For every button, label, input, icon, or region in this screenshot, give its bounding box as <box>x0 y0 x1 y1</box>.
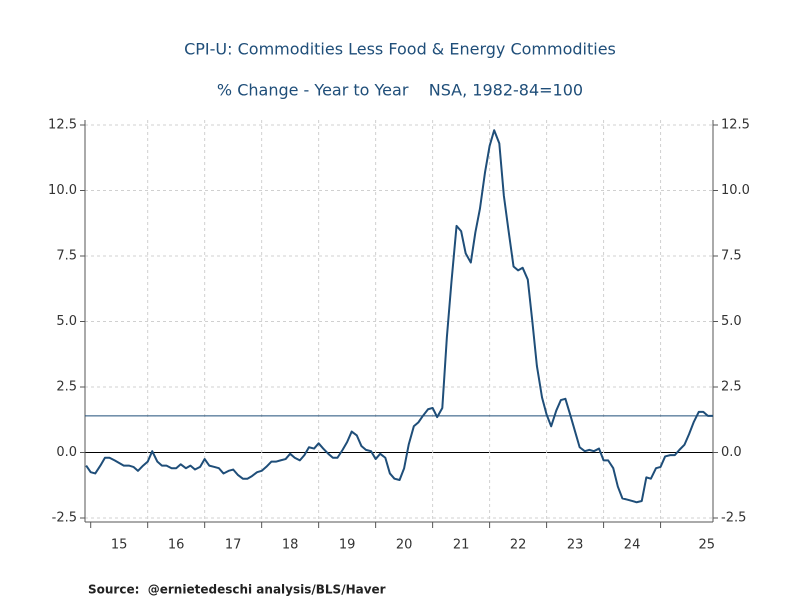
y-tick-label: 2.5 <box>56 380 77 395</box>
x-tick-label: 15 <box>111 538 128 553</box>
y2-tick-label: -2.5 <box>721 511 746 526</box>
y2-tick-label: 5.0 <box>721 314 742 329</box>
source-note: Source: @ernietedeschi analysis/BLS/Have… <box>88 583 386 597</box>
y-tick-label: 10.0 <box>48 183 77 198</box>
y2-tick-label: 7.5 <box>721 249 742 264</box>
y2-tick-label: 0.0 <box>721 445 742 460</box>
x-tick-label: 21 <box>453 538 470 553</box>
x-tick-label: 16 <box>168 538 185 553</box>
chart-title: CPI-U: Commodities Less Food & Energy Co… <box>184 40 616 59</box>
y-tick-label: 0.0 <box>56 445 77 460</box>
x-tick-label: 20 <box>396 538 413 553</box>
y-tick-label: 5.0 <box>56 314 77 329</box>
x-tick-label: 19 <box>339 538 356 553</box>
y-tick-label: -2.5 <box>52 511 77 526</box>
y-tick-label: 7.5 <box>56 249 77 264</box>
x-tick-label: 22 <box>510 538 527 553</box>
y2-tick-label: 12.5 <box>721 118 750 133</box>
chart-subtitle: % Change - Year to Year NSA, 1982-84=100 <box>217 81 583 100</box>
x-tick-label: 18 <box>282 538 299 553</box>
x-tick-label: 17 <box>225 538 242 553</box>
x-tick-label: 23 <box>567 538 584 553</box>
y-tick-label: 12.5 <box>48 118 77 133</box>
y2-tick-label: 2.5 <box>721 380 742 395</box>
x-tick-label: 25 <box>699 538 716 553</box>
data-line <box>85 129 713 504</box>
x-tick-label: 24 <box>624 538 641 553</box>
y2-tick-label: 10.0 <box>721 183 750 198</box>
